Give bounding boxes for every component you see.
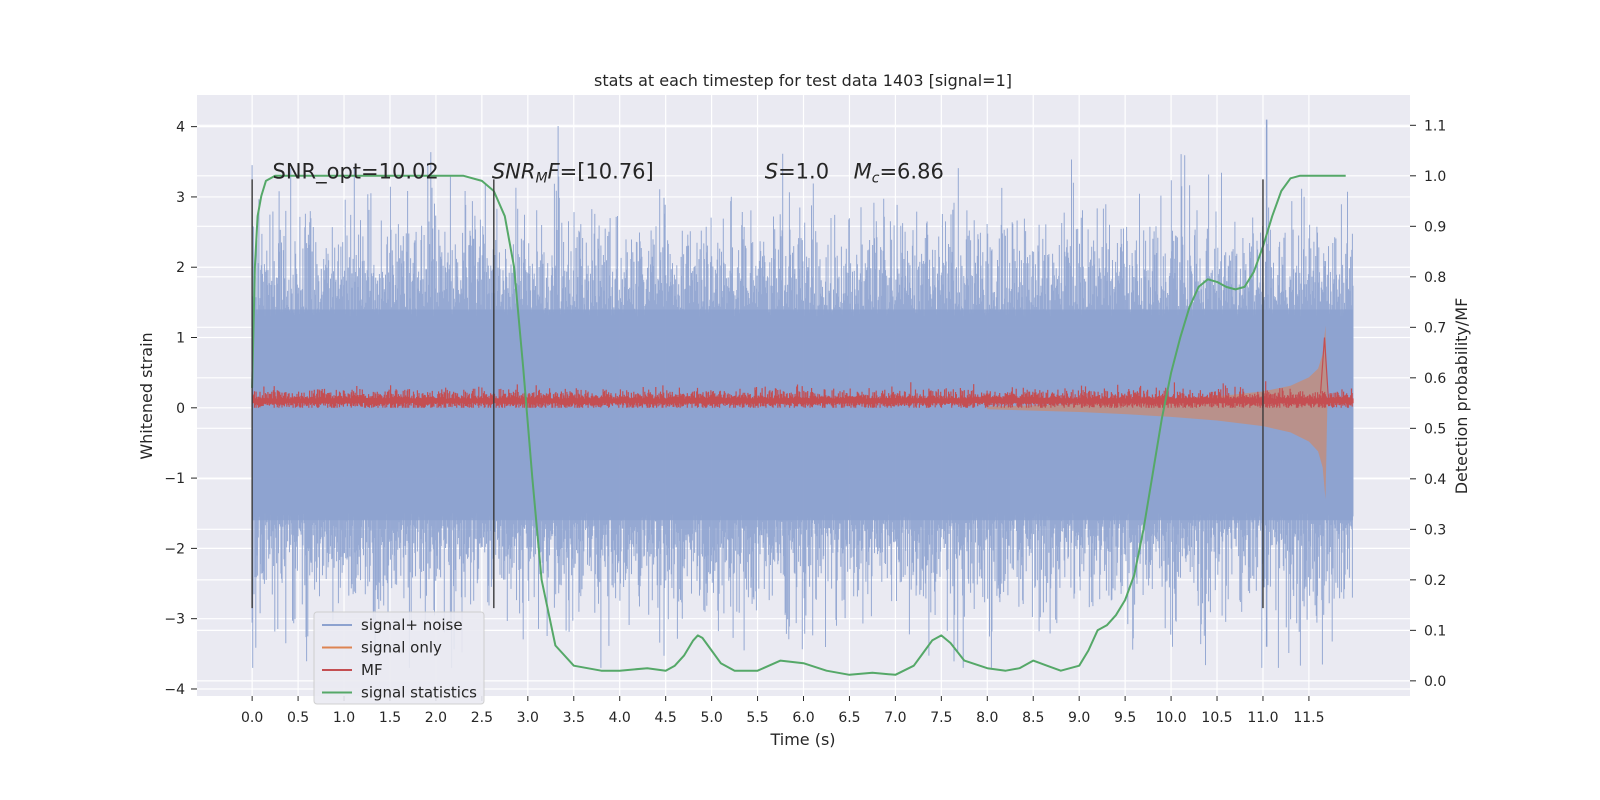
annotations: SNR_opt=10.02 SNRMF=[10.76] S=1.0 Mc=6.86	[273, 159, 944, 186]
y2-tick-label: 0.6	[1424, 371, 1446, 387]
x-tick-label: 11.0	[1247, 710, 1278, 726]
y2-tick-label: 1.1	[1424, 118, 1446, 134]
significance-annotation: S=1.0	[765, 159, 829, 183]
y-tick-label: −2	[164, 541, 185, 557]
x-tick-label: 8.5	[1022, 710, 1044, 726]
x-tick-label: 0.0	[241, 710, 263, 726]
y-tick-label: −1	[164, 471, 185, 487]
y-axis-label: Whitened strain	[137, 332, 156, 459]
signal-statistics-series	[251, 174, 1346, 676]
x-tick-label: 4.5	[655, 710, 677, 726]
axes: 0.0 0.5 1.0 1.5 2.0 2.5 3.0 3.5 4.0 4.5 5.0 5.5 6.0 6…	[164, 118, 1446, 726]
y-tick-label: 3	[176, 190, 185, 206]
vertical-markers	[251, 179, 1264, 609]
y2-tick-label: 0.9	[1424, 219, 1446, 235]
x-tick-label: 9.0	[1068, 710, 1090, 726]
x-tick-label: 5.0	[700, 710, 722, 726]
y-tick-label: 4	[176, 120, 185, 136]
y2-tick-label: 1.0	[1424, 169, 1446, 185]
x-tick-label: 6.5	[838, 710, 860, 726]
chart-title: stats at each timestep for test data 140…	[594, 71, 1012, 90]
x-tick-label: 2.0	[425, 710, 447, 726]
x-tick-label: 3.5	[563, 710, 585, 726]
y-tick-label: 0	[176, 401, 185, 417]
legend-label: signal+ noise	[361, 616, 463, 634]
snr-mf-annotation: SNRMF=[10.76]	[492, 159, 654, 186]
y2-axis-label: Detection probability/MF	[1452, 298, 1471, 495]
x-tick-label: 8.0	[976, 710, 998, 726]
y2-tick-label: 0.5	[1424, 421, 1446, 437]
x-tick-label: 7.5	[930, 710, 952, 726]
y2-tick-label: 0.4	[1424, 472, 1446, 488]
y2-tick-label: 0.1	[1424, 623, 1446, 639]
legend-label: MF	[361, 661, 383, 679]
x-tick-label: 3.0	[517, 710, 539, 726]
legend-box	[313, 611, 485, 705]
y2-tick-label: 0.7	[1424, 320, 1446, 336]
x-tick-label: 2.5	[471, 710, 493, 726]
x-tick-label: 1.5	[379, 710, 401, 726]
x-tick-label: 1.0	[333, 710, 355, 726]
y2-tick-label: 0.0	[1424, 674, 1446, 690]
chirp-mass-annotation: Mc=6.86	[854, 159, 944, 186]
x-tick-label: 5.5	[746, 710, 768, 726]
x-tick-label: 10.5	[1201, 710, 1232, 726]
x-tick-label: 4.0	[609, 710, 631, 726]
x-tick-label: 10.0	[1155, 710, 1186, 726]
signal-only-series	[987, 325, 1328, 500]
legend-label: signal statistics	[361, 684, 477, 702]
y2-tick-label: 0.3	[1424, 522, 1446, 538]
y2-tick-label: 0.2	[1424, 573, 1446, 589]
x-axis-label: Time (s)	[769, 730, 835, 749]
y2-tick-label: 0.8	[1424, 270, 1446, 286]
x-tick-label: 9.5	[1114, 710, 1136, 726]
y-tick-label: 1	[176, 331, 185, 347]
y-tick-label: −3	[164, 612, 185, 628]
snr-opt-annotation: SNR_opt=10.02	[273, 159, 439, 184]
x-tick-label: 11.5	[1293, 710, 1324, 726]
x-tick-label: 6.0	[792, 710, 814, 726]
y-tick-label: −4	[164, 682, 185, 698]
legend-label: signal only	[361, 639, 442, 657]
y-tick-label: 2	[176, 260, 185, 276]
x-tick-label: 0.5	[287, 710, 309, 726]
series-layer	[251, 119, 1354, 676]
legend: signal+ noise signal only MF signal statist…	[313, 611, 485, 705]
x-tick-label: 7.0	[884, 710, 906, 726]
